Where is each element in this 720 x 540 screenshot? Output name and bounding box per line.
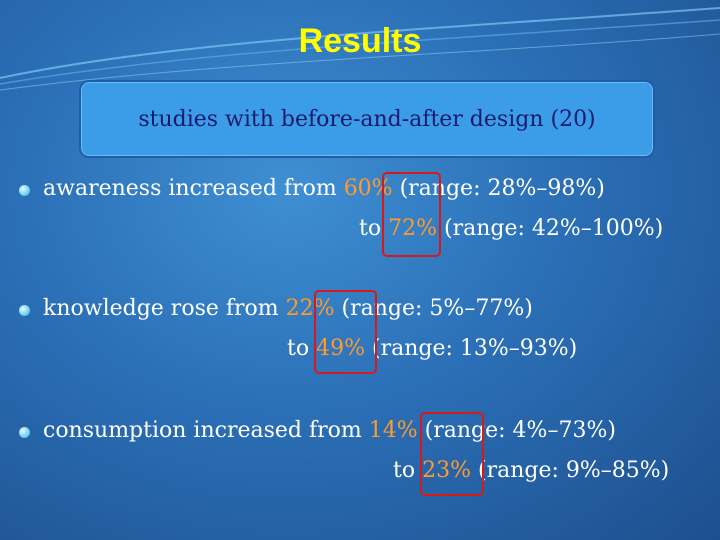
item-line-after: to 23% (range: 9%–85%) bbox=[393, 458, 670, 483]
item-line-after: to 72% (range: 42%–100%) bbox=[359, 216, 664, 241]
bullet-item-consumption: consumption increased from 14% (range: 4… bbox=[0, 412, 720, 496]
item-line-after: to 49% (range: 13%–93%) bbox=[287, 336, 578, 361]
subtitle-text: studies with before-and-after design (20… bbox=[138, 106, 596, 132]
header-swoosh-decoration bbox=[0, 7, 720, 91]
value-before: 14% bbox=[368, 418, 418, 443]
value-before: 60% bbox=[343, 176, 393, 201]
value-after: 72% bbox=[388, 216, 437, 241]
value-after: 23% bbox=[422, 458, 471, 483]
item-line-before: awareness increased from 60% (range: 28%… bbox=[43, 176, 605, 201]
item-line-before: knowledge rose from 22% (range: 5%–77%) bbox=[43, 296, 533, 321]
value-before: 22% bbox=[285, 296, 335, 321]
slide-title: Results bbox=[298, 22, 422, 60]
value-after: 49% bbox=[316, 336, 365, 361]
highlight-frame bbox=[314, 290, 377, 374]
bullet-item-awareness: awareness increased from 60% (range: 28%… bbox=[0, 172, 720, 257]
highlight-frame bbox=[420, 412, 484, 496]
highlight-frame bbox=[382, 172, 441, 257]
bullet-dot-icon bbox=[19, 185, 30, 196]
bullet-dot-icon bbox=[19, 427, 30, 438]
bullet-dot-icon bbox=[19, 305, 30, 316]
bullet-item-knowledge: knowledge rose from 22% (range: 5%–77%) … bbox=[0, 290, 720, 374]
item-line-before: consumption increased from 14% (range: 4… bbox=[43, 418, 616, 443]
subtitle-box: studies with before-and-after design (20… bbox=[79, 80, 655, 158]
